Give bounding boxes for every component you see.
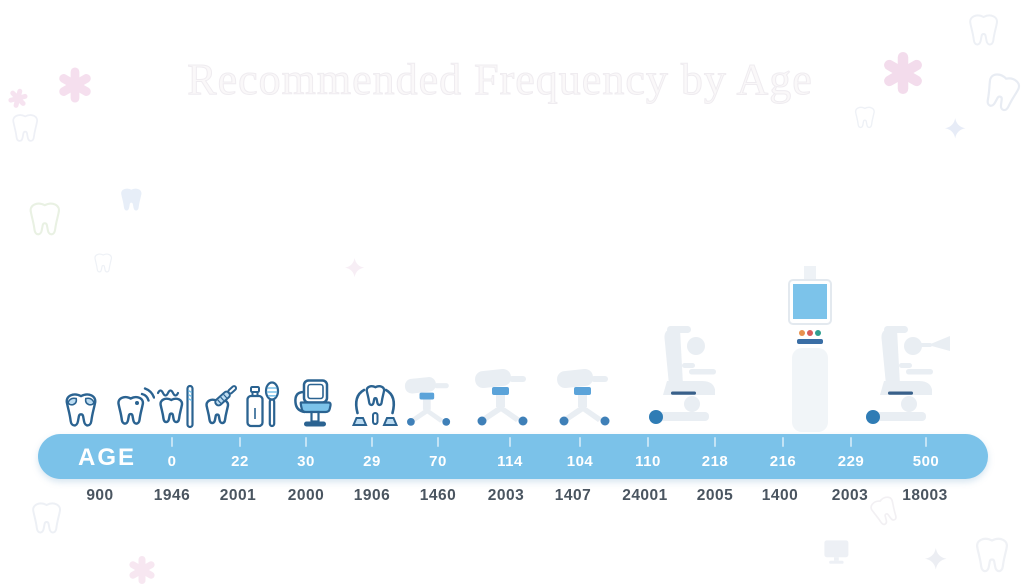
frequency-value-label: 2001: [219, 487, 257, 504]
age-tick-mark: [782, 437, 784, 447]
sensitive-tooth-icon: [111, 384, 156, 435]
age-tick-mark: [714, 437, 716, 447]
age-tick-label: 229: [837, 453, 865, 470]
age-tick-mark: [647, 437, 649, 447]
tooth-filled-icon: [121, 188, 142, 211]
dental-unit-chair-icon: [643, 323, 731, 435]
frequency-value-label: 1407: [554, 487, 592, 504]
age-tick-label: 114: [497, 453, 523, 470]
frequency-value-label: 1946: [153, 487, 191, 504]
age-tick-mark: [925, 437, 927, 447]
frequency-value-label: 2003: [487, 487, 525, 504]
age-tick-label: 30: [297, 453, 315, 470]
frequency-value-label: 1906: [353, 487, 391, 504]
frequency-value-label: 1400: [761, 487, 799, 504]
age-tick-label: 218: [701, 453, 729, 470]
tooth-extraction-icon: [351, 383, 399, 436]
dental-unit-chair-icon: [860, 323, 962, 435]
age-tick-mark: [305, 437, 307, 447]
age-tick-label: 110: [635, 453, 661, 470]
decayed-tooth-icon: [58, 388, 104, 437]
age-tick-mark: [371, 437, 373, 447]
computer-monitor-icon: [824, 540, 849, 564]
frequency-value-label: 2005: [696, 487, 734, 504]
age-timeline-bar: [38, 434, 988, 479]
frequency-value-label: 18003: [902, 487, 948, 504]
frequency-value-label: 2003: [831, 487, 869, 504]
exam-chair-icon: [474, 364, 532, 431]
tooth-brushing-icon: [203, 384, 241, 436]
age-tick-label: 216: [769, 453, 797, 470]
age-tick-mark: [579, 437, 581, 447]
tooth-and-toothbrush-icon: [154, 383, 196, 435]
age-tick-label: 22: [231, 453, 249, 470]
age-tick-label: 104: [566, 453, 594, 470]
exam-chair-icon: [556, 364, 614, 431]
age-axis-label: AGE: [78, 444, 137, 471]
frequency-value-label: 2000: [287, 487, 325, 504]
mouthwash-and-brush-icon: [244, 380, 282, 435]
dental-chair-icon: [291, 378, 335, 435]
age-tick-label: 29: [363, 453, 381, 470]
age-tick-mark: [171, 437, 173, 447]
age-tick-mark: [509, 437, 511, 447]
dental-scanner-kiosk-icon: [787, 266, 833, 438]
age-tick-mark: [239, 437, 241, 447]
age-tick-label: 0: [167, 453, 177, 470]
age-tick-label: 500: [912, 453, 940, 470]
age-tick-mark: [850, 437, 852, 447]
age-tick-mark: [437, 437, 439, 447]
exam-chair-icon: [404, 372, 454, 432]
frequency-value-label: 1460: [419, 487, 457, 504]
page-title: Recommended Frequency by Age: [187, 55, 813, 105]
frequency-value-label: 24001: [622, 487, 668, 504]
frequency-value-label: 900: [86, 487, 114, 504]
age-tick-label: 70: [429, 453, 447, 470]
